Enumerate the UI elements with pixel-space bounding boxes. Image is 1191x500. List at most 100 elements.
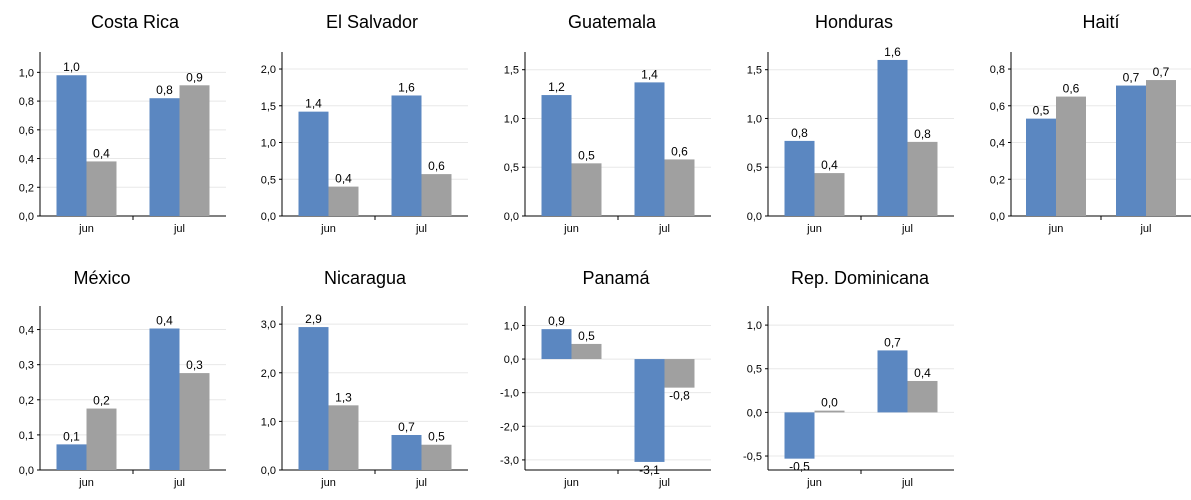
y-tick-label: 0,0 — [504, 354, 519, 366]
data-label: 1,4 — [305, 97, 322, 111]
y-tick-label: 0,4 — [19, 325, 34, 337]
bar-jul-series1 — [877, 59, 908, 216]
x-tick-label: jul — [173, 223, 185, 235]
chart-rep-dominicana: Rep. Dominicana -0,5 0,0 0,5 1,0 jun -0,5 0,0 ju… — [743, 268, 954, 489]
y-tick-label: 0,5 — [747, 162, 762, 174]
bar-jul-series2 — [421, 174, 452, 216]
x-tick-label: jun — [320, 477, 336, 489]
y-tick-label: 1,0 — [261, 416, 276, 428]
chart-m-xico: México 0,0 0,1 0,2 0,3 0,4 jun 0,1 0,2 jul 0,4 0,3 — [19, 268, 226, 489]
chart-title: El Salvador — [326, 12, 418, 32]
y-tick-label: 0,4 — [990, 138, 1005, 150]
x-tick-label: jul — [658, 223, 670, 235]
chart-panam-: Panamá -3,0 -2,0 -1,0 0,0 1,0 jun 0,9 0,5 jul-3,1… — [500, 268, 711, 489]
bar-jul-series1 — [877, 350, 908, 413]
y-tick-label: 0,2 — [19, 182, 34, 194]
chart-title: Nicaragua — [324, 268, 407, 288]
y-tick-label: 0,6 — [990, 101, 1005, 113]
x-tick-label: jun — [78, 477, 94, 489]
data-label: 0,4 — [156, 314, 173, 328]
x-tick-label: jun — [806, 477, 822, 489]
y-tick-label: 0,2 — [990, 174, 1005, 186]
bar-jul-series1 — [391, 95, 422, 216]
y-tick-label: 0,0 — [19, 465, 34, 477]
data-label: 1,4 — [641, 67, 658, 81]
bar-jun-series1 — [56, 444, 87, 470]
data-label: -3,1 — [639, 463, 660, 477]
y-tick-label: 1,5 — [261, 101, 276, 113]
data-label: 2,9 — [305, 312, 322, 326]
chart-title: Haití — [1082, 12, 1119, 32]
chart-el-salvador: El Salvador 0,0 0,5 1,0 1,5 2,0 jun 1,4 0,4 jul 1,… — [261, 12, 468, 235]
y-tick-label: 0,2 — [19, 395, 34, 407]
y-tick-label: 0,0 — [747, 211, 762, 223]
x-tick-label: jul — [1139, 223, 1151, 235]
y-tick-label: 2,0 — [261, 368, 276, 380]
chart-hait-: Haití 0,0 0,2 0,4 0,6 0,8 jun 0,5 0,6 jul 0,7 0,7 — [990, 12, 1191, 235]
data-label: 0,5 — [578, 148, 595, 162]
y-tick-label: 0,0 — [504, 211, 519, 223]
data-label: -0,8 — [669, 389, 690, 403]
data-label: 1,2 — [548, 80, 565, 94]
bar-jul-series2 — [1146, 80, 1176, 216]
data-label: 1,3 — [335, 390, 352, 404]
y-tick-label: -3,0 — [500, 455, 519, 467]
bar-jun-series2 — [1056, 96, 1086, 216]
bar-jul-series2 — [179, 85, 210, 216]
x-tick-label: jun — [320, 223, 336, 235]
bar-jul-series1 — [149, 328, 180, 470]
data-label: 0,2 — [93, 394, 110, 408]
chart-title: Rep. Dominicana — [791, 268, 930, 288]
data-label: 0,3 — [186, 358, 203, 372]
data-label: 0,7 — [1123, 71, 1140, 85]
bar-jun-series2 — [571, 163, 602, 216]
x-tick-label: jun — [1048, 223, 1064, 235]
x-tick-label: jul — [658, 477, 670, 489]
y-tick-label: 0,6 — [19, 125, 34, 137]
x-tick-label: jul — [415, 223, 427, 235]
chart-title: México — [73, 268, 130, 288]
bar-jun-series1 — [541, 95, 572, 216]
chart-title: Costa Rica — [91, 12, 180, 32]
data-label: 0,4 — [335, 172, 352, 186]
y-tick-label: 2,0 — [261, 64, 276, 76]
bar-jun-series2 — [814, 410, 845, 413]
x-tick-label: jul — [173, 477, 185, 489]
x-tick-label: jun — [806, 223, 822, 235]
bar-jul-series1 — [391, 434, 422, 470]
bar-jul-series2 — [907, 141, 938, 216]
y-tick-label: 1,0 — [747, 113, 762, 125]
y-tick-label: -0,5 — [743, 451, 762, 463]
data-label: 0,6 — [671, 144, 688, 158]
x-tick-label: jun — [563, 477, 579, 489]
y-tick-label: -2,0 — [500, 421, 519, 433]
chart-nicaragua: Nicaragua 0,0 1,0 2,0 3,0 jun 2,9 1,3 jul 0,7 0,5 — [261, 268, 468, 489]
y-tick-label: 0,0 — [261, 211, 276, 223]
bar-jun-series2 — [86, 408, 117, 470]
data-label: 0,4 — [93, 146, 110, 160]
y-tick-label: 0,0 — [990, 211, 1005, 223]
data-label: 0,8 — [914, 127, 931, 141]
x-tick-label: jul — [901, 477, 913, 489]
chart-title: Panamá — [582, 268, 650, 288]
data-label: 0,8 — [156, 83, 173, 97]
bar-jun-series1 — [784, 412, 815, 459]
y-tick-label: 1,5 — [747, 65, 762, 77]
y-tick-label: 0,0 — [261, 465, 276, 477]
data-label: 0,9 — [548, 314, 565, 328]
bar-jun-series1 — [1026, 118, 1056, 216]
chart-title: Honduras — [815, 12, 893, 32]
data-label: 0,1 — [63, 429, 80, 443]
y-tick-label: 1,0 — [504, 113, 519, 125]
chart-title: Guatemala — [568, 12, 657, 32]
bar-jun-series2 — [571, 343, 602, 360]
data-label: 0,4 — [821, 158, 838, 172]
data-label: 1,6 — [398, 80, 415, 94]
data-label: -0,5 — [789, 460, 810, 474]
y-tick-label: 1,0 — [504, 320, 519, 332]
data-label: 1,0 — [63, 60, 80, 74]
data-label: 0,7 — [1153, 65, 1170, 79]
bar-jul-series1 — [634, 359, 665, 462]
